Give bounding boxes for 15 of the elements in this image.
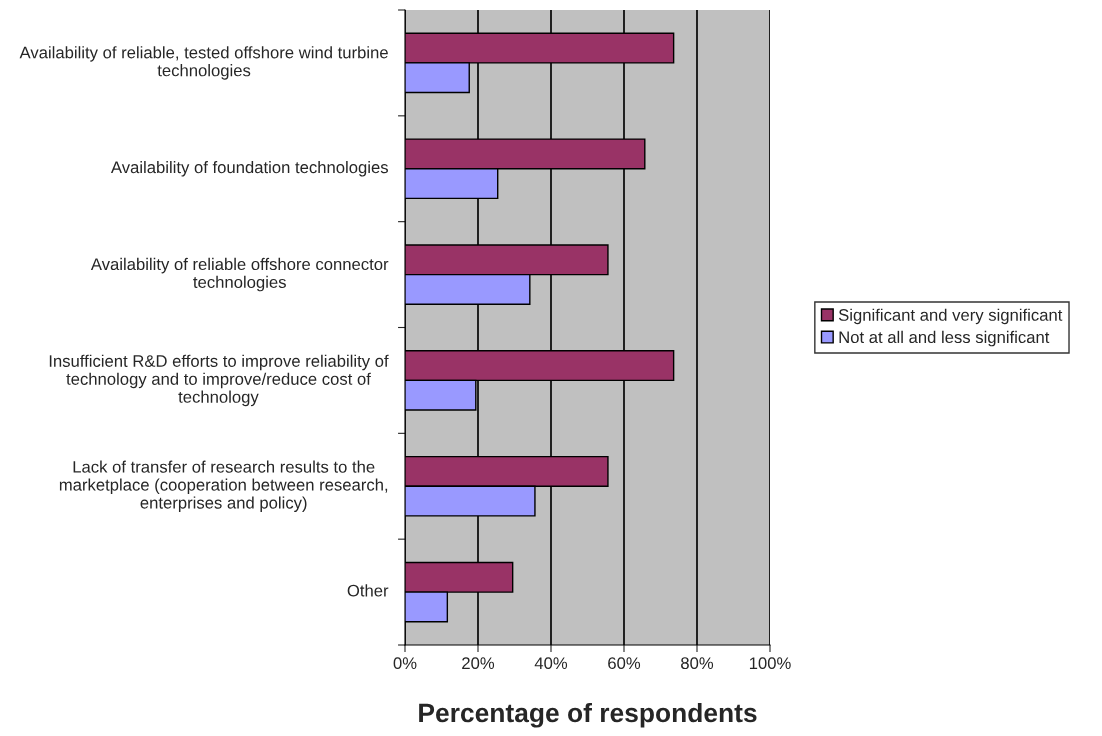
legend-label: Significant and very significant xyxy=(838,308,1063,325)
x-axis-title: Percentage of respondents xyxy=(419,702,757,728)
x-tick-label: 0% xyxy=(393,657,417,670)
y-tick-label: Other xyxy=(347,584,389,597)
legend-label: Not at all and less significant xyxy=(839,330,1050,347)
x-tick-label: 20% xyxy=(462,657,495,670)
y-tick-label: Availability of reliable offshore connector technologies xyxy=(90,257,389,292)
x-tick-label: 100% xyxy=(749,657,791,670)
y-tick-label: Availability of foundation technologies xyxy=(110,160,388,177)
y-tick-label: Availability of reliable, tested offshore wind turbine technologies xyxy=(19,46,388,80)
y-tick-label: Lack of transfer of research results to the marketplace (cooperation between research, enterprises and policy) xyxy=(59,460,388,512)
x-tick-label: 60% xyxy=(608,657,641,670)
x-tick-label: 80% xyxy=(681,657,714,670)
y-tick-label: Insufficient R&D efforts to improve reliability of technology and to improve/reduce cost of technology xyxy=(49,354,389,407)
x-tick-label: 40% xyxy=(534,657,568,670)
